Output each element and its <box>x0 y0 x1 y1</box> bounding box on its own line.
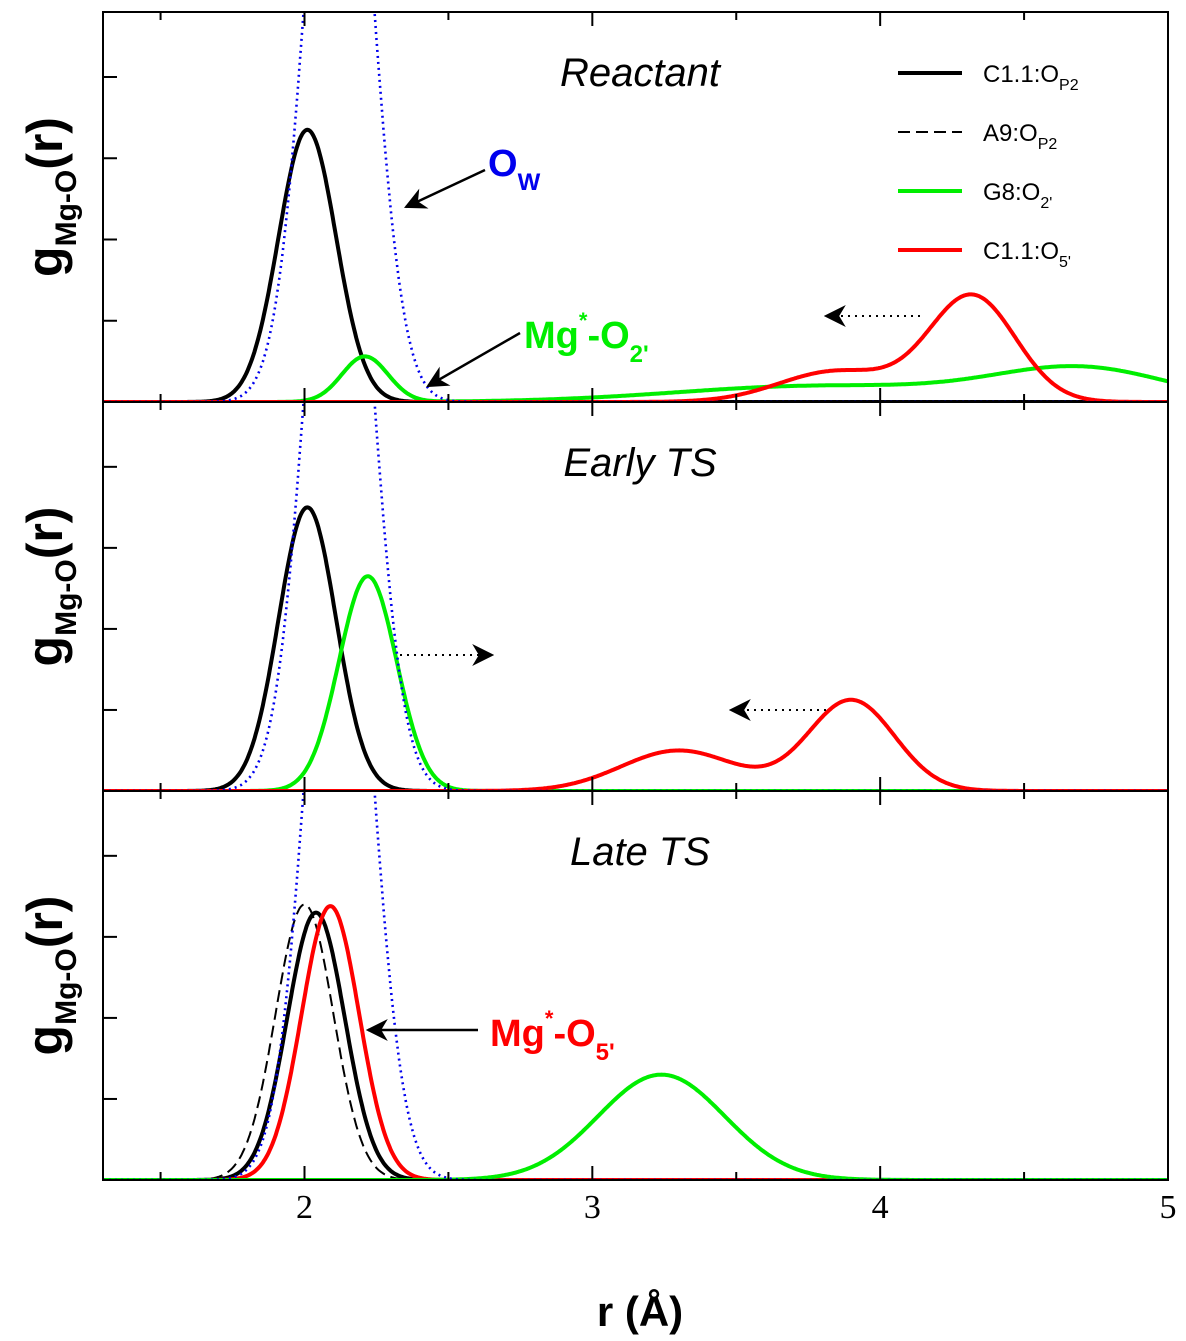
panel-late-ts: Late TS gMg-O(r) <box>17 790 1169 1181</box>
legend-label-sub: P2 <box>1059 77 1079 94</box>
annotation-sup: * <box>579 308 588 333</box>
y-axis-label: gMg-O(r) <box>17 896 83 1056</box>
annotation-mid: -O <box>587 315 629 357</box>
y-label-base: g <box>17 246 73 277</box>
panel-title: Early TS <box>563 441 717 485</box>
annotation-base: Mg <box>524 315 579 357</box>
annotation-base: O <box>488 143 518 185</box>
legend-label-base: C1.1:O <box>983 238 1059 265</box>
x-tick-label: 2 <box>296 1189 313 1226</box>
legend-label: G8:O2' <box>983 179 1052 212</box>
series-line-c1-1-op2 <box>103 505 1168 791</box>
legend-label: A9:OP2 <box>983 120 1057 153</box>
annotation-arrow <box>404 168 486 209</box>
x-axis-label: r (Å) <box>597 1288 683 1335</box>
panel-curves <box>103 791 1168 1180</box>
panel-curves <box>103 402 1168 791</box>
annotation-sup: * <box>545 1006 554 1031</box>
y-label-sub: Mg-O <box>50 948 83 1025</box>
annotation-sub: 5' <box>596 1039 615 1066</box>
annotation-label: Mg*-O5' <box>490 1006 615 1066</box>
x-ticks <box>159 791 1169 1180</box>
legend-label: C1.1:O5' <box>983 238 1071 271</box>
series-line-g8-o2- <box>103 1072 1168 1180</box>
y-label-sub: Mg-O <box>50 170 83 247</box>
series-line-g8-o2- <box>103 574 1168 791</box>
annotation-mid: -O <box>553 1013 595 1055</box>
annotation-ow: OW <box>404 143 541 209</box>
y-axis-label: gMg-O(r) <box>17 507 83 667</box>
annotation-sub: 2' <box>630 341 649 368</box>
annotation-mg-o2: Mg*-O2' <box>426 308 649 388</box>
annotation-base: Mg <box>490 1013 545 1055</box>
x-tick-label: 5 <box>1160 1189 1177 1226</box>
annotation-sub: W <box>518 169 541 196</box>
annotation-arrow <box>426 331 521 388</box>
annotation-label: Mg*-O2' <box>524 308 649 368</box>
y-label-sub: Mg-O <box>50 559 83 636</box>
x-tick-label: 3 <box>584 1189 601 1226</box>
series-line-ow <box>103 791 1168 1180</box>
x-ticks <box>159 12 1169 402</box>
legend-label-base: A9:O <box>983 120 1038 147</box>
y-label-tail: (r) <box>17 896 73 949</box>
series-line-c1-1-op2 <box>103 910 1168 1180</box>
x-tick-label: 4 <box>872 1189 889 1226</box>
annotation-label: OW <box>488 143 541 196</box>
y-ticks <box>103 465 117 711</box>
series-line-ow <box>103 402 1168 791</box>
y-label-base: g <box>17 1025 73 1056</box>
panel-title: Late TS <box>570 830 710 874</box>
panel-early-ts: Early TS gMg-O(r) <box>17 401 1169 792</box>
y-axis-label: gMg-O(r) <box>17 117 83 277</box>
legend-label: C1.1:OP2 <box>983 61 1079 94</box>
panel-title: Reactant <box>560 51 722 95</box>
legend-label-sub: 2' <box>1040 195 1052 212</box>
y-label-tail: (r) <box>17 507 73 560</box>
legend-label-base: C1.1:O <box>983 61 1059 88</box>
legend-label-sub: P2 <box>1038 136 1058 153</box>
plot-frame <box>102 790 1169 1181</box>
legend-label-sub: 5' <box>1059 254 1071 271</box>
y-label-base: g <box>17 636 73 667</box>
y-ticks <box>103 76 117 322</box>
y-ticks <box>103 854 117 1100</box>
panel-reactant: Reactant gMg-O(r) <box>17 11 1169 403</box>
y-label-tail: (r) <box>17 117 73 170</box>
x-ticks <box>159 402 1169 791</box>
legend-label-base: G8:O <box>983 179 1040 206</box>
series-line-c1-1-op2 <box>103 127 1168 402</box>
x-tick-labels: 2 3 4 5 <box>296 1189 1177 1226</box>
series-line-c1-1-o5- <box>103 904 1168 1180</box>
annotation-mg-o5: Mg*-O5' <box>365 1006 615 1066</box>
